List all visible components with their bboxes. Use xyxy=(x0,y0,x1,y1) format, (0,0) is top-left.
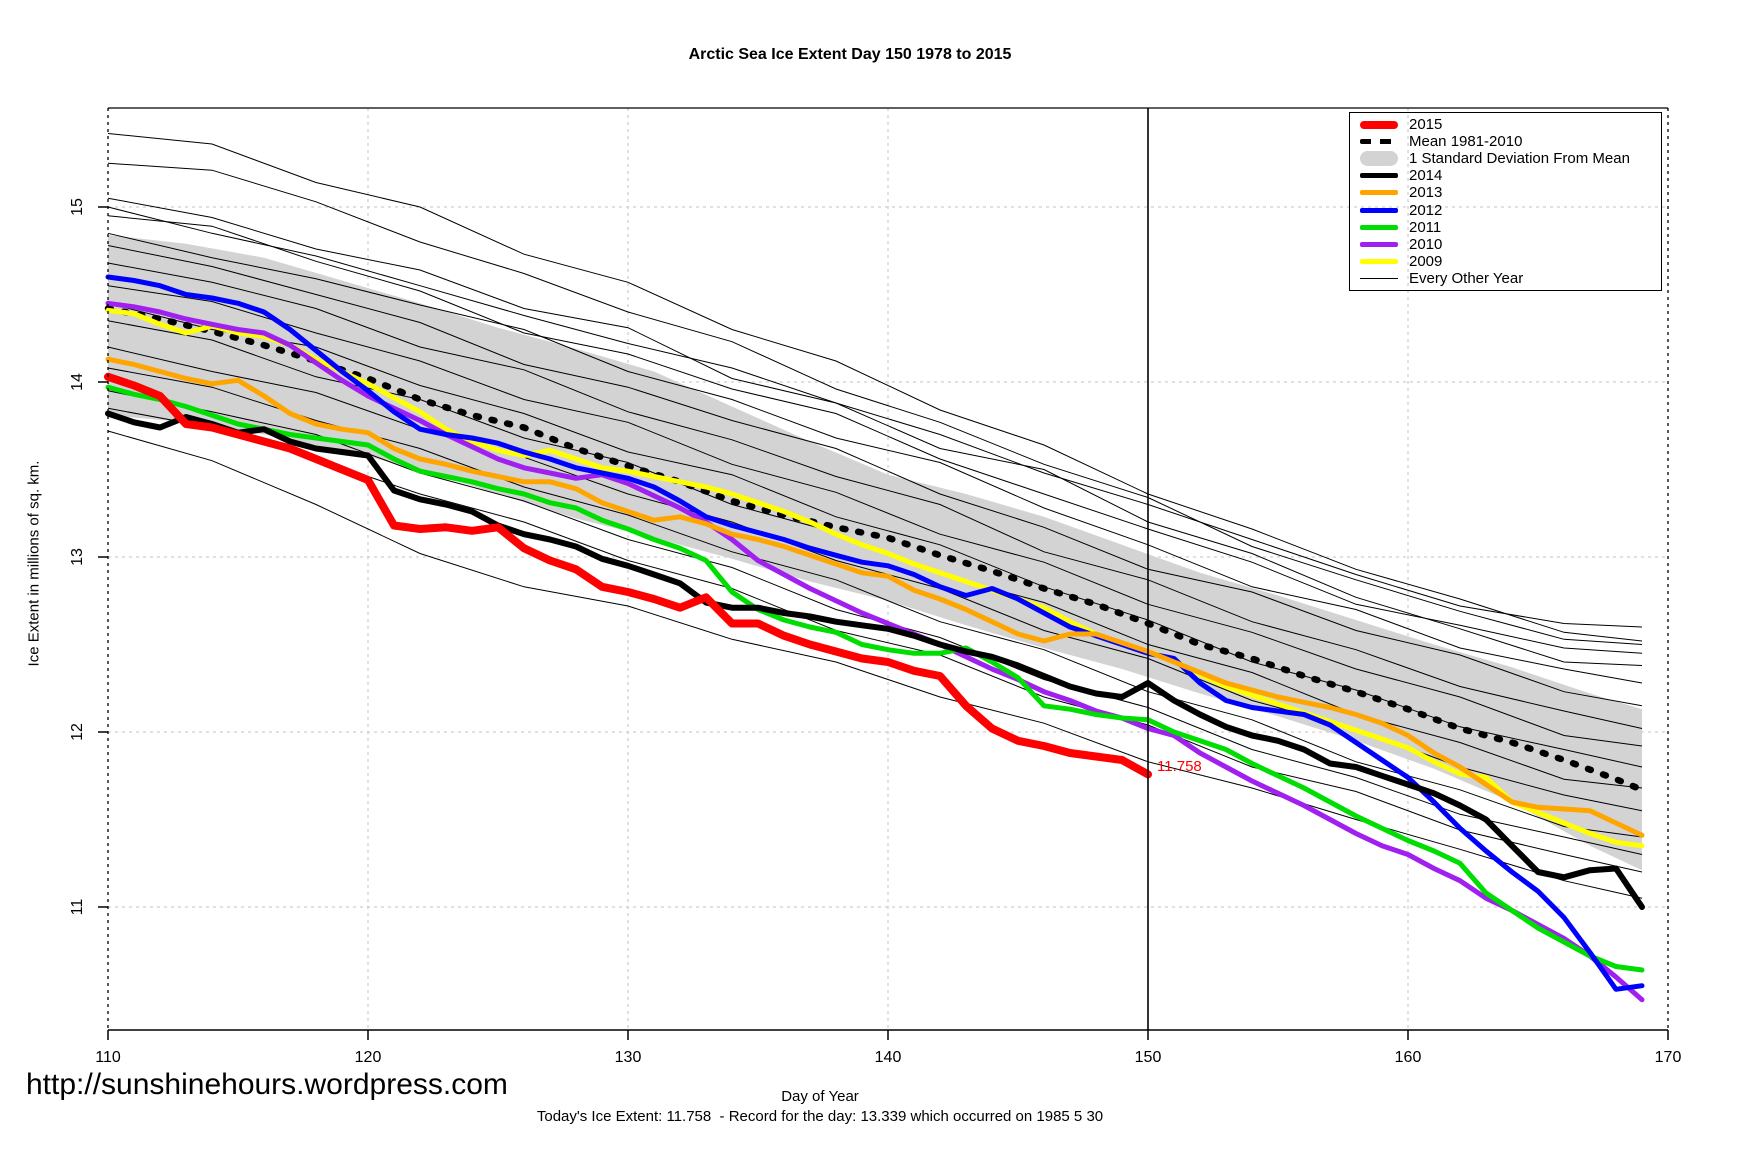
series-2010 xyxy=(105,300,1645,1003)
legend-item: 2014 xyxy=(1360,167,1661,185)
year-line xyxy=(107,430,1643,899)
x-tick-label: 170 xyxy=(1655,1049,1682,1066)
legend-item: 2010 xyxy=(1360,235,1661,253)
x-tick-label: 150 xyxy=(1135,1049,1162,1066)
year-line xyxy=(107,215,1643,654)
mean-line xyxy=(104,305,1646,794)
legend-item: 2015 xyxy=(1360,116,1661,134)
x-tick-label: 140 xyxy=(875,1049,902,1066)
legend-swatch-band xyxy=(1360,151,1398,167)
year-line xyxy=(107,285,1643,747)
legend-item: Mean 1981-2010 xyxy=(1360,133,1661,151)
legend-label: 2013 xyxy=(1409,184,1443,202)
legend-label: 2014 xyxy=(1409,167,1443,185)
legend-swatch-line xyxy=(1360,190,1398,196)
y-tick-label: 15 xyxy=(69,198,86,216)
legend-item: 1 Standard Deviation From Mean xyxy=(1360,150,1661,168)
legend-label: Every Other Year xyxy=(1409,269,1524,287)
legend-item: 2011 xyxy=(1360,218,1661,236)
footer-note: Today's Ice Extent: 11.758 - Record for … xyxy=(536,1108,1104,1125)
legend-swatch-line xyxy=(1360,173,1398,179)
std-deviation-band xyxy=(108,235,1642,871)
legend-swatch-thin-line xyxy=(1360,277,1398,279)
y-tick-label: 12 xyxy=(69,723,86,741)
legend-label: Mean 1981-2010 xyxy=(1409,133,1523,151)
legend-swatch-line xyxy=(1360,207,1398,213)
year-line xyxy=(107,162,1643,645)
series-2015 xyxy=(104,372,1152,779)
site-url: http://sunshinehours.wordpress.com xyxy=(26,1068,508,1101)
y-tick-label: 11 xyxy=(69,899,86,916)
series-2013 xyxy=(105,356,1645,838)
legend-label: 2010 xyxy=(1409,235,1443,253)
year-line xyxy=(107,197,1643,666)
y-tick-label: 14 xyxy=(69,373,86,391)
x-tick-label: 130 xyxy=(615,1049,642,1066)
series-2014 xyxy=(105,410,1645,910)
x-tick-label: 110 xyxy=(95,1049,121,1066)
y-tick-label: 13 xyxy=(69,548,86,566)
legend-item: 2013 xyxy=(1360,184,1661,202)
legend-label: 2011 xyxy=(1409,218,1442,236)
legend-item: 2012 xyxy=(1360,201,1661,219)
year-line xyxy=(107,245,1643,707)
legend-label: 2009 xyxy=(1409,252,1443,270)
legend-item: Every Other Year xyxy=(1360,269,1661,287)
legend: 2015 Mean 1981-2010 1 Standard Deviation F… xyxy=(1349,112,1662,291)
x-axis-label: Day of Year xyxy=(781,1088,859,1105)
x-tick-label: 120 xyxy=(355,1049,382,1066)
legend-swatch-line xyxy=(1360,241,1398,247)
series-2011 xyxy=(105,384,1645,973)
legend-label: 2012 xyxy=(1409,201,1443,219)
year-line xyxy=(107,133,1643,642)
legend-swatch-thick-line xyxy=(1360,120,1398,129)
today-value-annotation: 11.758 xyxy=(1157,758,1202,776)
year-line xyxy=(107,206,1643,628)
series-2009 xyxy=(105,307,1645,849)
year-line xyxy=(107,232,1643,684)
legend-swatch-line xyxy=(1360,258,1398,264)
legend-swatch-line xyxy=(1360,224,1398,230)
series-2012 xyxy=(105,274,1645,992)
legend-item: 2009 xyxy=(1360,252,1661,270)
legend-label: 2015 xyxy=(1409,116,1443,134)
chart-title: Arctic Sea Ice Extent Day 150 1978 to 20… xyxy=(688,46,1012,63)
legend-label: 1 Standard Deviation From Mean xyxy=(1409,150,1630,168)
x-tick-label: 160 xyxy=(1395,1049,1422,1066)
axes: 110 120 130 140 150 160 170 11 12 13 14 15 xyxy=(69,198,1681,1066)
year-line xyxy=(107,262,1643,729)
legend-swatch-dashed-line xyxy=(1360,139,1398,145)
